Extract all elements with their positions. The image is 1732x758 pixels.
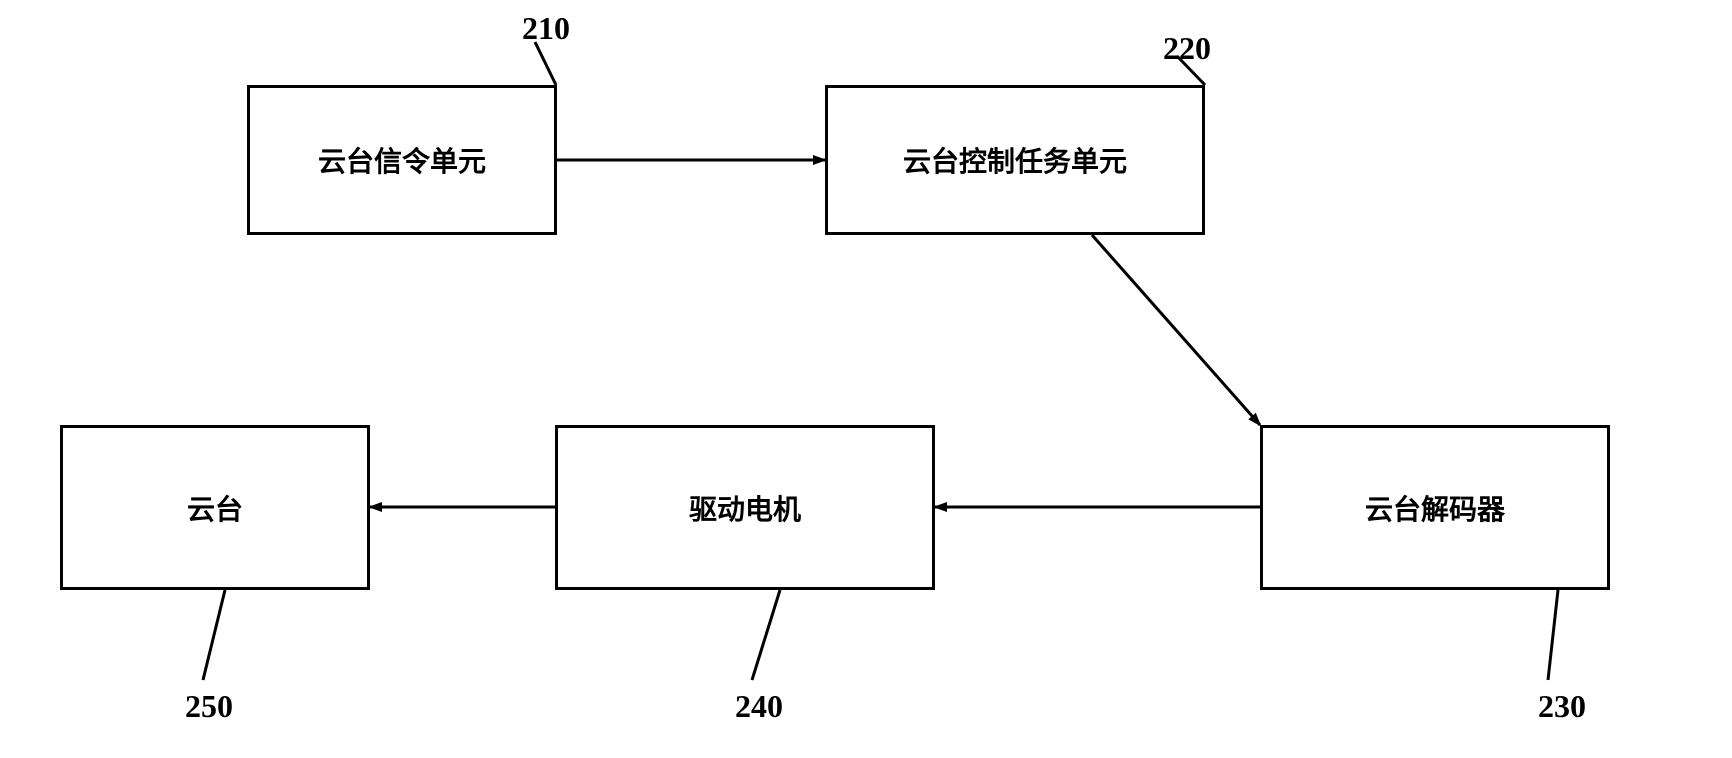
node-number-250: 250 (185, 688, 233, 725)
node-ptz-signaling-unit: 云台信令单元 (247, 85, 557, 235)
node-label: 云台 (187, 488, 243, 528)
node-ptz-control-task-unit: 云台控制任务单元 (825, 85, 1205, 235)
node-ptz-decoder: 云台解码器 (1260, 425, 1610, 590)
node-drive-motor: 驱动电机 (555, 425, 935, 590)
node-label: 云台信令单元 (318, 140, 486, 180)
node-number-230: 230 (1538, 688, 1586, 725)
node-label: 驱动电机 (689, 488, 801, 528)
edge-220-230 (1092, 235, 1260, 425)
node-number-240: 240 (735, 688, 783, 725)
node-number-220: 220 (1163, 30, 1211, 67)
node-number-210: 210 (522, 10, 570, 47)
node-label: 云台控制任务单元 (903, 140, 1127, 180)
node-ptz: 云台 (60, 425, 370, 590)
node-label: 云台解码器 (1365, 488, 1505, 528)
